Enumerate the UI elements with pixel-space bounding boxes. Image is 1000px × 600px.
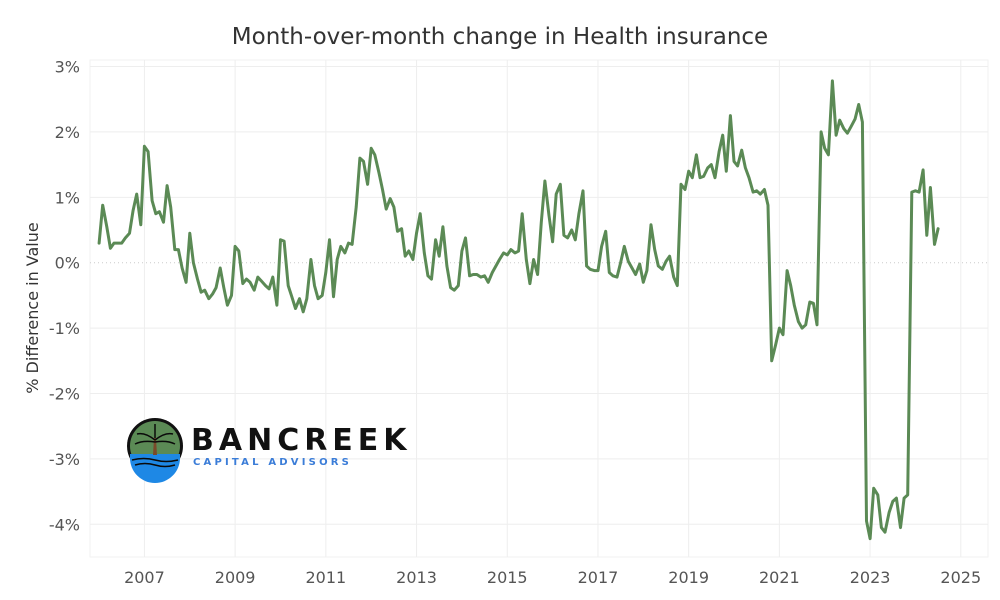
- y-tick-label: 3%: [55, 58, 80, 77]
- y-tick-label: -3%: [49, 450, 80, 469]
- y-tick-label: 2%: [55, 123, 80, 142]
- plot-frame: [89, 59, 989, 558]
- logo-name: BANCREEK: [191, 423, 412, 458]
- x-tick-label: 2025: [940, 568, 981, 587]
- x-tick-label: 2021: [759, 568, 800, 587]
- series-line-health-insurance: [97, 79, 940, 541]
- x-tick-label: 2019: [668, 568, 709, 587]
- x-tick-label: 2011: [305, 568, 346, 587]
- x-tick-label: 2023: [850, 568, 891, 587]
- y-axis-ticks: 3% 2% 1% 0% -1% -2% -3% -4%: [49, 58, 80, 535]
- x-tick-label: 2007: [124, 568, 165, 587]
- x-tick-label: 2013: [396, 568, 437, 587]
- x-tick-label: 2009: [215, 568, 256, 587]
- x-axis-ticks: 2007 2009 2011 2013 2015 2017 2019 2021 2023 2025: [124, 568, 981, 587]
- x-tick-label: 2015: [487, 568, 528, 587]
- y-tick-label: 1%: [55, 188, 80, 207]
- y-axis-title: % Difference in Value: [23, 222, 42, 393]
- bancreek-logo: BANCREEK CAPITAL ADVISORS: [127, 418, 412, 483]
- grid-lines: [89, 59, 989, 558]
- y-tick-label: 0%: [55, 254, 80, 273]
- y-tick-label: -1%: [49, 319, 80, 338]
- chart-title: Month-over-month change in Health insura…: [232, 24, 768, 50]
- y-tick-label: -2%: [49, 385, 80, 404]
- y-tick-label: -4%: [49, 515, 80, 534]
- x-tick-label: 2017: [578, 568, 619, 587]
- logo-subtitle: CAPITAL ADVISORS: [193, 457, 352, 468]
